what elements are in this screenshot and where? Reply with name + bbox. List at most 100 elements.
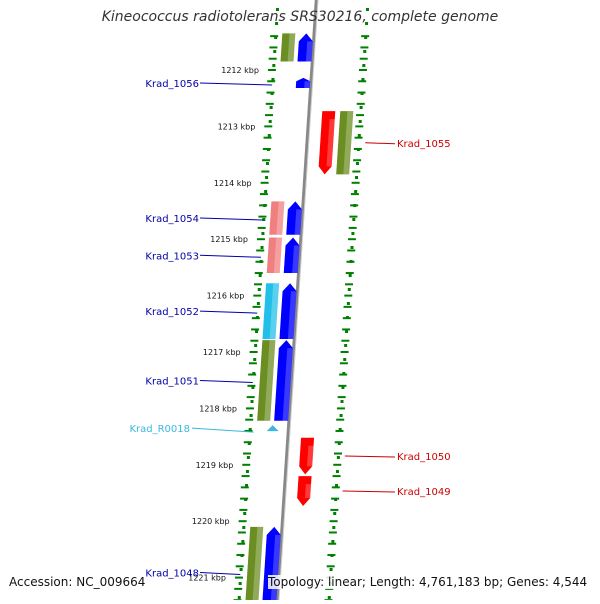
cog-block-plus-sheen: [276, 201, 285, 235]
guide-dot-left: [275, 22, 279, 25]
minor-tick-left: [241, 475, 250, 478]
guide-dot-left: [248, 428, 252, 431]
guide-dot-right: [363, 50, 367, 53]
minor-tick-right: [343, 305, 352, 308]
minor-tick-left: [237, 531, 246, 534]
guide-dot-right: [342, 372, 346, 375]
guide-dot-right: [344, 344, 348, 347]
tick-layer: 1212 kbp 1213 kbp 1214 kbp 1215 kbp 1216 kbp…: [188, 8, 370, 602]
minor-tick-left: [257, 226, 266, 229]
cog-block-plus: [245, 526, 264, 604]
guide-dot-right: [354, 190, 358, 193]
minor-tick-right: [329, 520, 338, 523]
minor-tick-right: [353, 147, 362, 150]
guide-dot-right: [365, 8, 369, 11]
guide-dot-right: [362, 64, 366, 67]
cog-block-plus: [266, 237, 283, 274]
guide-dot-left: [265, 176, 269, 179]
minor-tick-left: [262, 147, 271, 150]
minor-tick-right: [338, 384, 347, 387]
cds-plus-strand: [295, 77, 311, 89]
minor-tick-right: [358, 80, 367, 83]
guide-dot-right: [329, 568, 333, 571]
minor-tick-right: [356, 102, 365, 105]
gene-label: Krad_1052: [145, 307, 199, 318]
minor-tick-left: [252, 305, 261, 308]
guide-dot-right: [355, 176, 359, 179]
minor-tick-right: [336, 418, 345, 421]
kbp-tick-label: 1219 kbp: [196, 461, 234, 470]
guide-dot-right: [359, 106, 363, 109]
minor-tick-left: [254, 283, 263, 286]
guide-dot-left: [258, 274, 262, 277]
guide-dot-right: [355, 162, 359, 165]
cds-plus-strand-sheen: [304, 81, 311, 89]
minor-tick-left: [261, 170, 270, 173]
kbp-tick-label: 1212 kbp: [221, 66, 259, 75]
minor-tick-right: [359, 57, 368, 60]
guide-dot-left: [268, 120, 272, 123]
minor-tick-left: [239, 508, 248, 511]
minor-tick-left: [256, 249, 265, 252]
guide-dot-left: [261, 232, 265, 235]
cds-plus-strand-sheen: [305, 41, 313, 62]
minor-tick-right: [347, 238, 356, 241]
guide-dot-left: [264, 190, 268, 193]
minor-tick-left: [240, 497, 249, 500]
kbp-tick-label: 1216 kbp: [207, 292, 245, 301]
minor-tick-right: [342, 317, 351, 320]
guide-dot-left: [245, 484, 249, 487]
minor-tick-left: [235, 565, 244, 568]
gene-label: Krad_1055: [397, 139, 451, 150]
gene-label: Krad_R0018: [129, 424, 190, 435]
kbp-tick-label: 1214 kbp: [214, 179, 252, 188]
cds-plus-strand: [297, 33, 313, 62]
gene-label-leader: [199, 379, 253, 383]
minor-tick-left: [248, 373, 257, 376]
gene-label: Krad_1054: [145, 214, 199, 225]
cds-minus-strand-sheen: [306, 445, 314, 467]
gene-label: Krad_1048: [145, 569, 199, 580]
cds-plus-strand: [283, 237, 300, 274]
rna-feature: [266, 425, 279, 432]
guide-dot-right: [350, 246, 354, 249]
cds-minus-strand: [299, 437, 315, 475]
guide-dot-left: [237, 596, 241, 599]
minor-tick-left: [243, 452, 252, 455]
guide-dot-left: [245, 470, 249, 473]
guide-dot-left: [241, 540, 245, 543]
minor-tick-left: [270, 35, 279, 38]
minor-tick-left: [245, 418, 254, 421]
minor-tick-right: [336, 407, 345, 410]
kbp-tick-label: 1215 kbp: [210, 235, 248, 244]
cds-minus-strand-sheen: [326, 119, 335, 167]
guide-dot-left: [275, 8, 279, 11]
cds-plus-strand: [286, 201, 302, 235]
cog-block-plus-sheen: [252, 526, 264, 604]
cds-plus-strand: [279, 283, 297, 340]
gene-label: Krad_1050: [397, 452, 451, 463]
minor-tick-left: [260, 181, 269, 184]
guide-dot-left: [273, 50, 277, 53]
minor-tick-left: [263, 136, 272, 139]
minor-tick-right: [334, 441, 343, 444]
guide-dot-left: [274, 36, 278, 39]
genome-backbone: [275, 0, 319, 601]
minor-tick-left: [267, 69, 276, 71]
minor-tick-left: [242, 463, 251, 466]
kbp-tick-label: 1220 kbp: [192, 517, 230, 526]
guide-dot-left: [260, 246, 264, 249]
gene-label-leader: [342, 490, 396, 493]
guide-dot-right: [338, 428, 342, 431]
guide-dot-left: [271, 78, 275, 81]
minor-tick-left: [268, 57, 277, 60]
guide-dot-right: [331, 540, 335, 543]
gene-label-leader: [199, 572, 241, 576]
minor-tick-right: [332, 475, 341, 478]
guide-dot-right: [327, 596, 331, 599]
minor-tick-left: [265, 102, 274, 105]
kbp-tick-label: 1221 kbp: [188, 574, 226, 583]
minor-tick-left: [259, 204, 268, 207]
minor-tick-left: [248, 362, 257, 365]
